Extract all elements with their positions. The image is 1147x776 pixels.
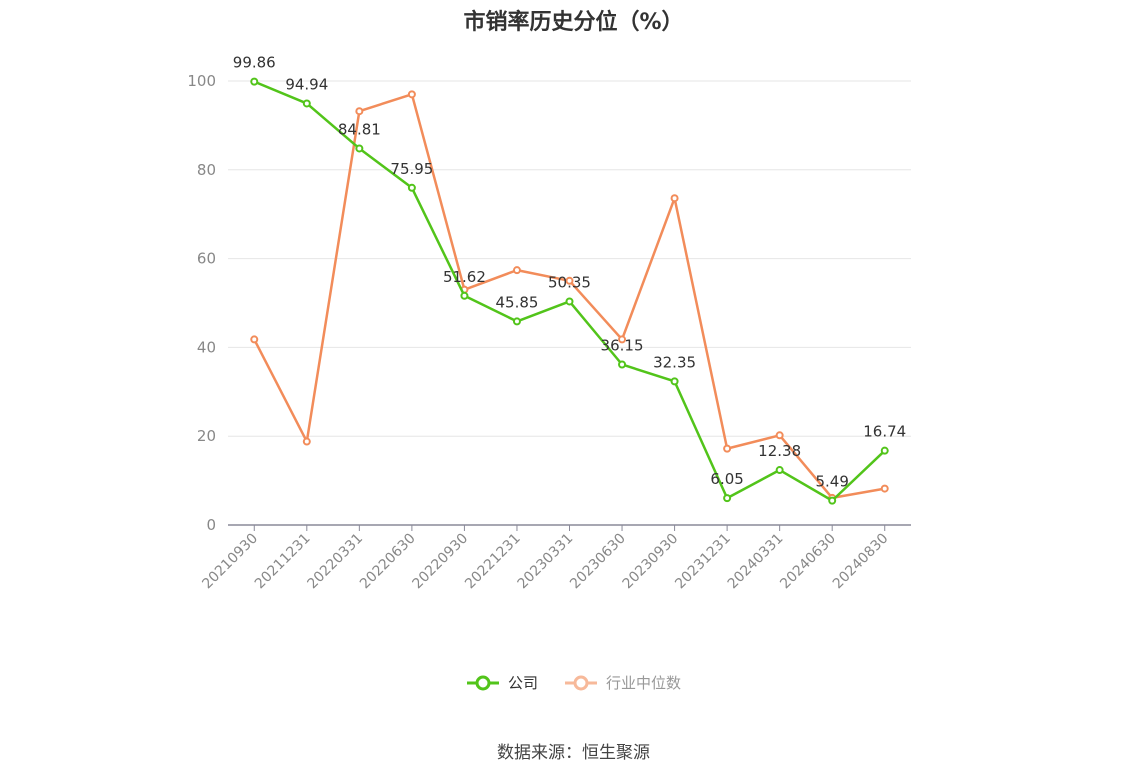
x-tick-label: 20240331 [725,531,787,593]
company-data-label: 50.35 [548,273,591,291]
company-point[interactable] [355,144,364,153]
company-point[interactable] [565,297,574,306]
axes: 0204060801002021093020211231202203312022… [187,72,911,592]
legend-company-icon [466,675,499,690]
company-data-label: 45.85 [495,293,538,311]
company-data-label: 12.38 [758,442,801,460]
industry-point[interactable] [512,266,521,275]
chart-title: 市销率历史分位（%） [463,10,684,35]
company-data-label: 5.49 [815,473,848,491]
company-data-label: 32.35 [653,353,696,371]
y-tick-label: 20 [197,427,216,445]
industry-point[interactable] [670,194,679,203]
legend-industry-label: 行业中位数 [606,674,682,692]
industry-point[interactable] [355,107,364,116]
x-tick-label: 20220331 [304,531,366,593]
x-tick-label: 20220930 [410,531,472,593]
y-tick-label: 0 [206,516,216,534]
company-point[interactable] [250,77,259,86]
x-tick-label: 20231231 [672,531,734,593]
company-data-label: 75.95 [390,160,433,178]
legend-industry-icon [565,675,597,690]
company-data-label: 94.94 [285,75,328,93]
industry-point[interactable] [250,335,259,344]
company-point[interactable] [828,496,837,505]
company-data-label: 99.86 [233,54,276,72]
legend-item-industry[interactable]: 行业中位数 [564,672,681,693]
x-tick-label: 20220630 [357,531,419,593]
industry-point[interactable] [723,444,732,453]
company-point[interactable] [512,317,521,326]
x-tick-label: 20230331 [515,531,577,593]
grid-lines [228,80,911,437]
company-point[interactable] [618,360,627,369]
y-tick-label: 40 [197,338,216,356]
industry-point[interactable] [302,437,311,446]
company-point[interactable] [880,446,889,455]
series [250,77,889,505]
y-tick-label: 60 [197,250,216,268]
legend-item-company[interactable]: 公司 [466,672,538,693]
x-tick-label: 20240830 [830,531,892,593]
industry-point[interactable] [565,276,574,285]
x-tick-label: 20230630 [567,531,629,593]
y-tick-label: 100 [187,72,216,90]
legend: 公司 行业中位数 [0,672,1147,693]
x-tick-label: 20240630 [777,531,839,593]
x-tick-label: 20210930 [199,531,261,593]
data-labels: 99.86 94.94 84.81 75.95 51.62 45.85 50.35 36.15… [233,54,906,491]
company-data-label: 36.15 [601,336,644,354]
industry-point[interactable] [407,90,416,99]
legend-company-label: 公司 [507,674,538,692]
company-point[interactable] [723,494,732,503]
x-tick-label: 20211231 [252,531,314,593]
y-tick-label: 80 [197,161,216,179]
source-note: 数据来源：恒生聚源 [497,743,650,763]
industry-point[interactable] [775,431,784,440]
company-point[interactable] [460,291,469,300]
company-point[interactable] [775,466,784,475]
company-point[interactable] [407,183,416,192]
x-tick-label: 20221231 [462,531,524,593]
company-data-label: 6.05 [710,470,743,488]
company-point[interactable] [302,99,311,108]
company-point[interactable] [670,377,679,386]
company-data-label: 16.74 [863,423,906,441]
x-tick-label: 20230930 [620,531,682,593]
company-data-label: 84.81 [338,120,381,138]
company-data-label: 51.62 [443,268,486,286]
industry-line [253,93,885,500]
industry-point[interactable] [880,484,889,493]
industry-point[interactable] [618,335,627,344]
